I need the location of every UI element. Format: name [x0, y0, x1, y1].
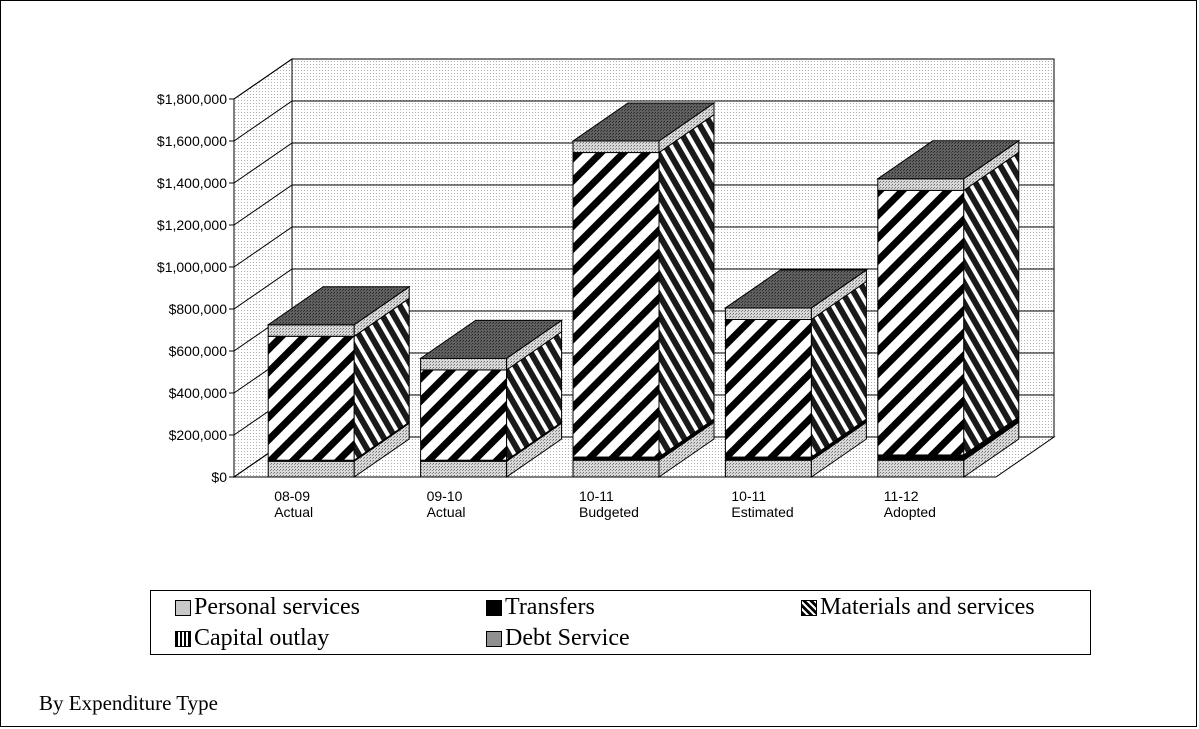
bar-segment: [420, 369, 508, 461]
legend-swatch: [175, 630, 191, 647]
bar-top: [571, 102, 716, 142]
bar-segment: [877, 459, 965, 478]
bar-top: [723, 269, 869, 309]
bar-segment: [420, 357, 508, 371]
y-axis: $0 $200,000 $400,000 $600,000 $800,000 $1,000…: [157, 91, 235, 485]
bar-segment: [267, 460, 355, 478]
x-tick-label: 10-11: [579, 488, 614, 504]
bar-segment: [572, 140, 660, 154]
gridline: [233, 142, 1054, 184]
bar-segment: [877, 189, 965, 456]
y-tick-label: $1,000,000: [157, 259, 227, 275]
legend-swatch: [801, 599, 817, 616]
legend: Personal services Transfers Materials and …: [150, 590, 1091, 655]
gridline: [233, 100, 1054, 142]
bar-segment: [724, 319, 812, 458]
legend-item: Personal services: [175, 594, 360, 621]
legend-item: Transfers: [486, 594, 595, 621]
legend-label: Personal services: [194, 594, 360, 620]
x-tick-label: 11-12: [884, 488, 919, 504]
gridline: [233, 58, 1054, 100]
bar-side: [963, 151, 1020, 456]
bar-segment: [267, 324, 355, 337]
bar-segment: [572, 459, 660, 478]
x-tick-label: 10-11: [731, 488, 766, 504]
legend-item: Materials and services: [801, 594, 1035, 621]
bar-segment: [572, 152, 660, 458]
legend-swatch: [486, 599, 502, 616]
page-caption: By Expenditure Type: [39, 691, 218, 715]
bar-segment: [420, 460, 508, 478]
bar-top: [876, 140, 1021, 180]
legend-label: Capital outlay: [194, 625, 330, 651]
legend-label: Debt Service: [505, 625, 630, 651]
legend-item: Capital outlay: [175, 625, 329, 652]
bar-segment: [724, 307, 812, 321]
x-tick-label: 09-10: [427, 488, 463, 504]
legend-item: Debt Service: [486, 625, 630, 652]
bar-side: [658, 113, 715, 459]
x-tick-label: Adopted: [884, 504, 936, 520]
y-tick-label: $0: [211, 469, 227, 485]
y-tick-label: $800,000: [169, 301, 228, 317]
legend-label: Materials and services: [820, 594, 1035, 620]
y-tick-label: $1,400,000: [157, 175, 227, 191]
bar-segment: [724, 459, 812, 478]
x-tick-label: Estimated: [731, 504, 793, 520]
gridline: [233, 268, 1054, 310]
x-axis: 08-09Actual09-10Actual10-11Budgeted10-11…: [274, 488, 936, 520]
gridline: [233, 184, 1054, 226]
x-tick-label: Actual: [274, 504, 313, 520]
x-tick-label: Actual: [427, 504, 466, 520]
y-tick-label: $200,000: [169, 427, 228, 443]
y-tick-label: $1,800,000: [157, 91, 227, 107]
legend-label: Transfers: [505, 594, 595, 620]
bar-top: [418, 319, 564, 359]
gridline: [233, 226, 1054, 268]
bar-segment: [877, 178, 965, 191]
bars: [266, 102, 1021, 478]
y-tick-label: $400,000: [169, 385, 228, 401]
legend-swatch: [175, 599, 191, 616]
x-tick-label: 08-09: [274, 488, 310, 504]
bar-segment: [267, 335, 355, 461]
bar-segment: [877, 454, 965, 461]
bar-top: [266, 286, 411, 326]
x-tick-label: Budgeted: [579, 504, 639, 520]
legend-swatch: [486, 630, 502, 647]
y-tick-label: $1,200,000: [157, 217, 227, 233]
y-tick-label: $1,600,000: [157, 133, 227, 149]
y-tick-label: $600,000: [169, 343, 228, 359]
